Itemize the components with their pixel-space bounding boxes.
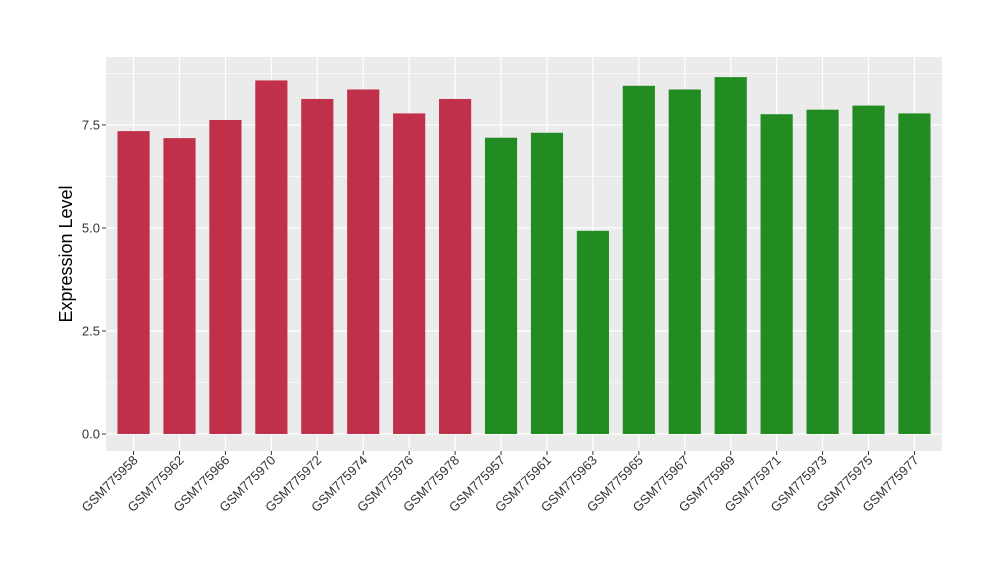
y-tick-label: 0.0: [82, 427, 100, 442]
bar-GSM775970: [255, 80, 288, 434]
bar-GSM775972: [301, 98, 334, 434]
y-axis: 0.0 2.5 5.0 7.5: [82, 117, 106, 442]
bars: [117, 77, 931, 435]
bar-GSM775969: [714, 77, 747, 434]
bar-GSM775966: [209, 119, 242, 434]
bar-GSM775971: [760, 114, 793, 434]
bar-GSM775967: [668, 89, 701, 434]
plot-panel: [106, 57, 942, 451]
bar-GSM775961: [530, 132, 564, 434]
y-tick-label: 2.5: [82, 323, 100, 338]
bar-GSM775963: [576, 230, 609, 434]
bar-GSM775973: [806, 109, 839, 434]
bar-GSM775974: [347, 89, 380, 434]
y-tick-label: 7.5: [82, 117, 100, 132]
x-axis: GSM775958GSM775962GSM775966GSM775970GSM7…: [78, 451, 922, 515]
bar-GSM775958: [117, 131, 150, 434]
bar-GSM775977: [898, 113, 931, 435]
bar-GSM775978: [439, 98, 472, 434]
y-axis-title: Expression Level: [56, 185, 76, 322]
bar-GSM775976: [393, 113, 426, 435]
bar-GSM775957: [484, 137, 518, 434]
bar-GSM775975: [852, 105, 885, 435]
bar-GSM775965: [622, 85, 655, 435]
y-tick-label: 5.0: [82, 220, 100, 235]
bar-GSM775962: [163, 138, 196, 434]
